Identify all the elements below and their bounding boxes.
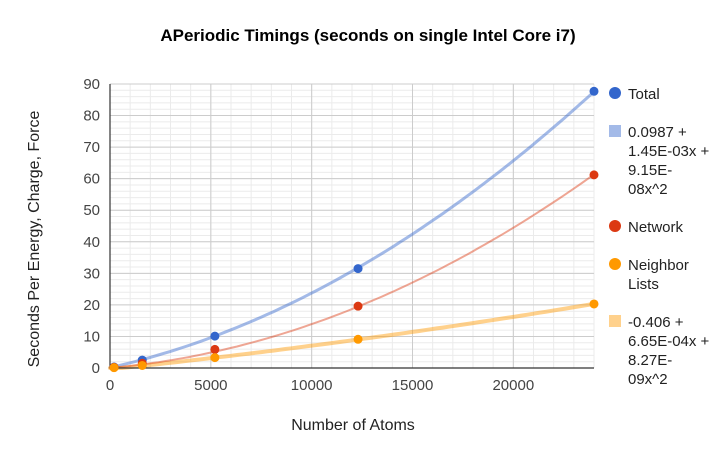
y-tick-label: 20 [83,297,100,314]
legend-marker-0 [609,87,621,99]
y-tick-label: 70 [83,139,100,156]
legend-label: 8.27E- [628,352,672,369]
grid [109,83,595,369]
data-point-neighbor-lists [210,353,220,363]
legend-marker-3 [609,258,621,270]
legend-label: 6.65E-04x + [628,333,710,350]
data-point-total [589,86,599,96]
legend-label: 9.15E- [628,162,672,179]
data-point-network [210,344,220,354]
y-tick-label: 0 [92,360,100,377]
y-tick-label: 30 [83,265,100,282]
legend-label: 08x^2 [628,181,668,198]
trendlines [108,90,596,370]
legend-swatch-4 [609,315,621,327]
data-point-network [589,170,599,180]
x-tick-label: 15000 [392,377,434,394]
data-point-total [210,331,220,341]
data-point-total [353,264,363,274]
legend-marker-2 [609,220,621,232]
y-tick-label: 40 [83,234,100,251]
legend-label: Network [628,219,684,236]
trendline-1 [108,301,596,370]
legend-label: Lists [628,276,659,293]
data-point-neighbor-lists [353,334,363,344]
legend-label: Neighbor [628,257,689,274]
trendline-0 [108,90,596,370]
x-tick-label: 10000 [291,377,333,394]
legend-label: Total [628,86,660,103]
x-tick-label: 20000 [492,377,534,394]
y-tick-label: 50 [83,202,100,219]
data-point-network [353,301,363,311]
y-axis-label: Seconds Per Energy, Charge, Force [26,111,43,368]
y-tick-label: 80 [83,108,100,125]
data-points [109,86,599,373]
legend-label: -0.406 + [628,314,684,331]
trendline-2 [109,173,595,369]
x-tick-label: 0 [106,377,114,394]
x-axis-label: Number of Atoms [291,417,415,434]
legend-label: 1.45E-03x + [628,143,710,160]
y-tick-label: 90 [83,76,100,93]
y-tick-label: 10 [83,328,100,345]
legend: Total 0.0987 + 1.45E-03x + 9.15E- 08x^2 Netwo… [609,86,710,388]
x-tick-label: 5000 [194,377,227,394]
legend-label: 0.0987 + [628,124,687,141]
data-point-neighbor-lists [589,299,599,309]
chart-title: APeriodic Timings (seconds on single Int… [160,26,575,45]
axes: 0 5000 10000 15000 20000 0 10 20 30 40 50 60 70 80 90 [83,76,594,394]
data-point-neighbor-lists [109,363,119,373]
legend-label: 09x^2 [628,371,668,388]
y-tick-label: 60 [83,171,100,188]
data-point-neighbor-lists [137,360,147,370]
legend-swatch-1 [609,125,621,137]
